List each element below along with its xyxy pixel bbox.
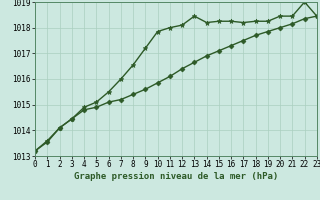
- X-axis label: Graphe pression niveau de la mer (hPa): Graphe pression niveau de la mer (hPa): [74, 172, 278, 181]
